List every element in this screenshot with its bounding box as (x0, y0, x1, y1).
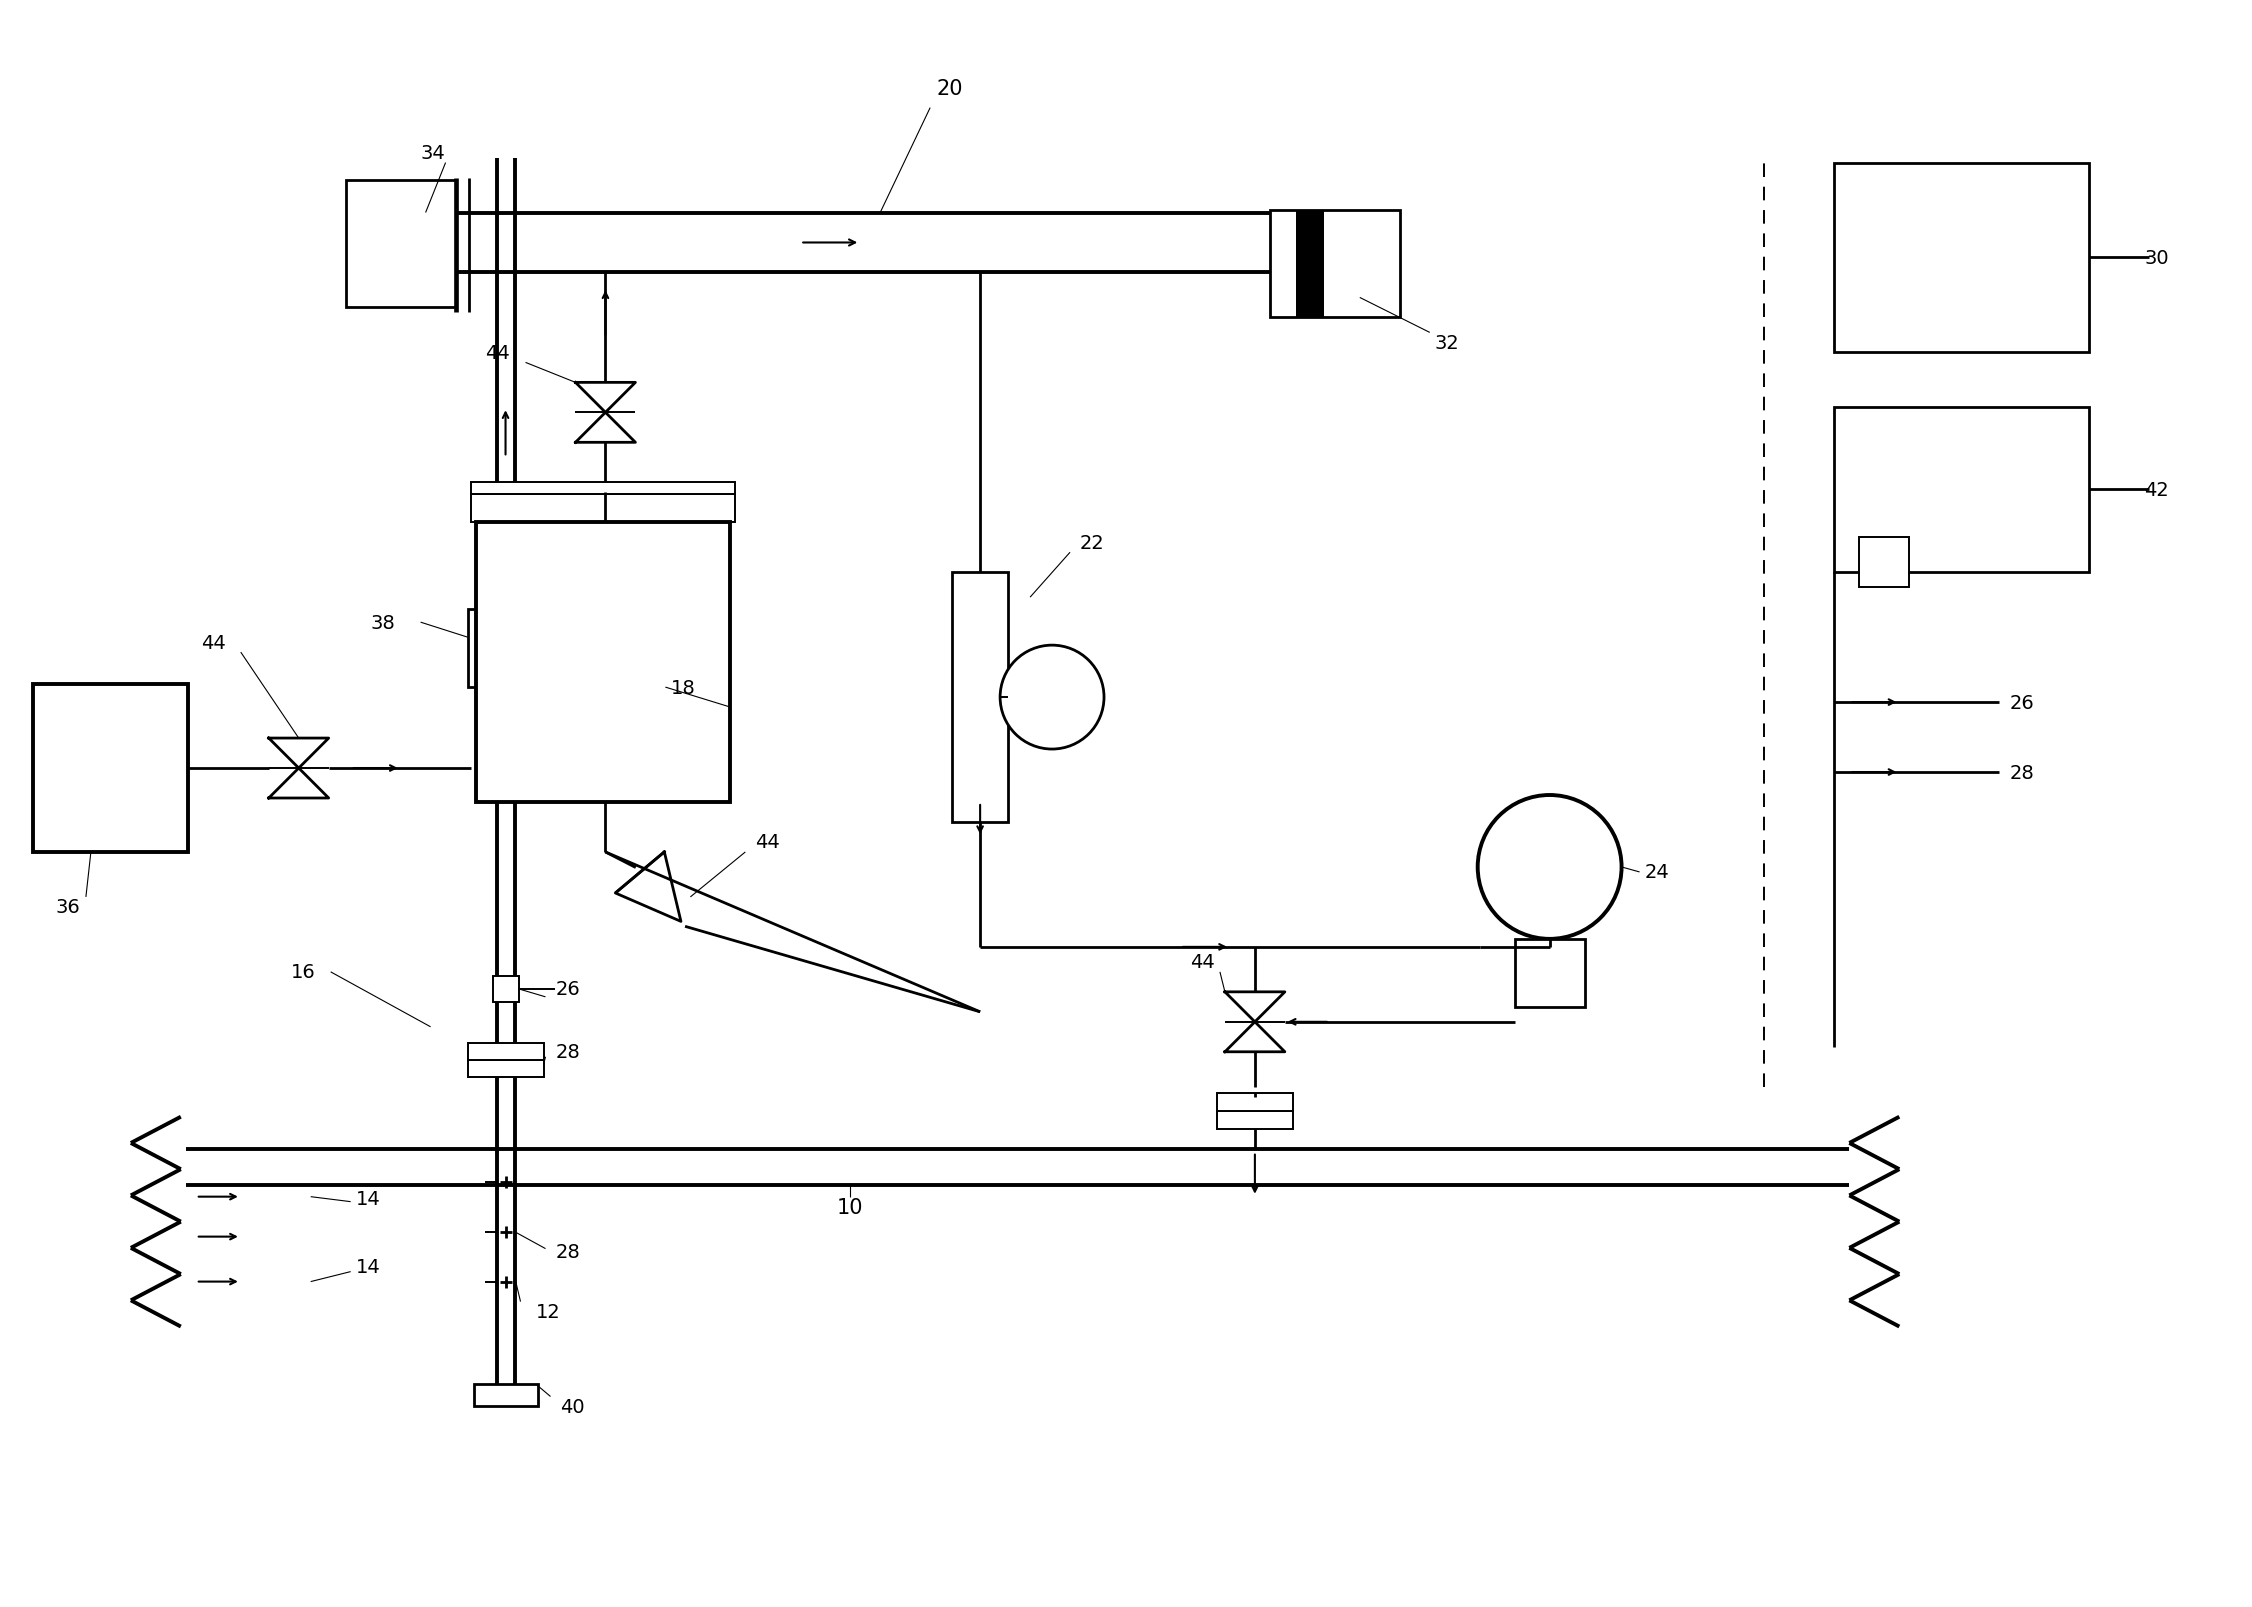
Circle shape (1000, 646, 1103, 749)
Text: 18: 18 (671, 678, 696, 697)
Bar (1216, 1110, 1293, 1130)
Bar (468, 1043, 543, 1061)
Bar (1835, 164, 2090, 354)
Text: 44: 44 (754, 832, 779, 852)
Bar (468, 1061, 543, 1077)
Bar (471, 495, 736, 522)
Text: 28: 28 (556, 1043, 581, 1062)
Bar (34, 685, 187, 852)
Text: 30: 30 (2144, 249, 2169, 268)
Text: 26: 26 (556, 980, 581, 998)
Text: 14: 14 (356, 1189, 381, 1208)
Text: 12: 12 (536, 1302, 561, 1321)
Bar (493, 975, 518, 1003)
Bar (475, 522, 730, 802)
Bar (1270, 211, 1401, 318)
Text: 34: 34 (421, 145, 446, 162)
Bar (1860, 538, 1910, 588)
Text: 44: 44 (1189, 953, 1214, 972)
Text: 20: 20 (937, 79, 964, 98)
Bar (1835, 408, 2090, 572)
Bar (345, 180, 455, 309)
Text: 14: 14 (356, 1257, 381, 1276)
Bar (473, 1385, 538, 1406)
Text: 22: 22 (1081, 534, 1106, 553)
Text: 44: 44 (486, 344, 511, 363)
Text: 44: 44 (200, 633, 225, 652)
Bar (1516, 940, 1585, 1008)
Bar (471, 484, 736, 495)
Bar (1216, 1093, 1293, 1110)
Text: 10: 10 (838, 1197, 863, 1216)
Text: 28: 28 (2009, 763, 2034, 783)
Text: 42: 42 (2144, 480, 2169, 500)
Text: 24: 24 (1644, 863, 1669, 882)
Text: 38: 38 (372, 614, 396, 632)
Text: 40: 40 (561, 1396, 586, 1416)
Text: 26: 26 (2009, 693, 2034, 712)
Bar (468, 609, 543, 688)
Text: 16: 16 (291, 963, 315, 982)
Text: 36: 36 (56, 898, 81, 918)
Text: 32: 32 (1435, 334, 1459, 352)
Text: 28: 28 (556, 1242, 581, 1261)
Circle shape (1477, 795, 1621, 940)
Bar (953, 572, 1009, 823)
Bar (1295, 211, 1324, 318)
